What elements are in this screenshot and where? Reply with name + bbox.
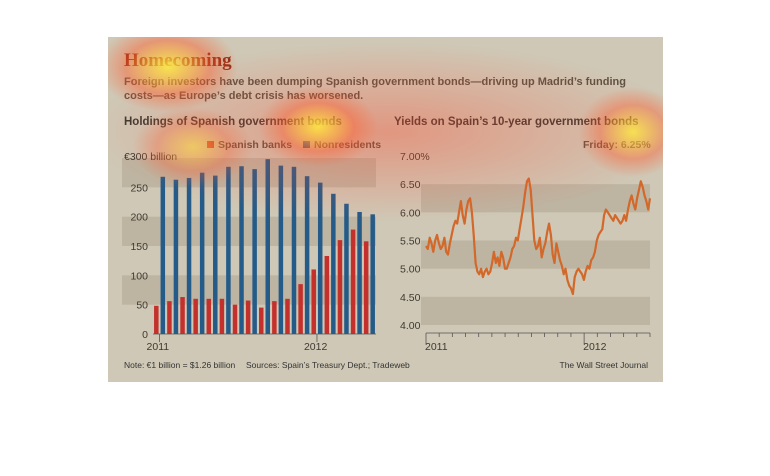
line-chart-y-tick-label: 6.50 (400, 179, 421, 191)
line-chart-y-tick-label: 7.00% (400, 151, 430, 163)
infographic-card: Homecoming Foreign investors have been d… (108, 37, 663, 382)
line-chart-x-tick-label: 2012 (583, 341, 607, 353)
line-chart-y-tick-label: 4.50 (400, 292, 421, 304)
credit: The Wall Street Journal (559, 360, 649, 370)
line-chart: 4.00 4.50 5.00 5.50 6.00 6.50 7.00% 2011 2012 (400, 151, 652, 353)
line-chart-x-tick-label: 2011 (425, 341, 448, 353)
line-chart-y-tick-label: 5.50 (400, 236, 421, 248)
line-chart-y-tick-label: 5.00 (400, 264, 421, 276)
line-chart-y-tick-label: 6.00 (400, 207, 421, 219)
sources: Sources: Spain’s Treasury Dept.; Tradewe… (246, 360, 410, 370)
line-chart-band (421, 184, 650, 213)
line-chart-band (421, 296, 650, 325)
line-chart-y-tick-label: 4.00 (400, 320, 421, 332)
footnote: Note: €1 billion = $1.26 billion (124, 360, 236, 370)
